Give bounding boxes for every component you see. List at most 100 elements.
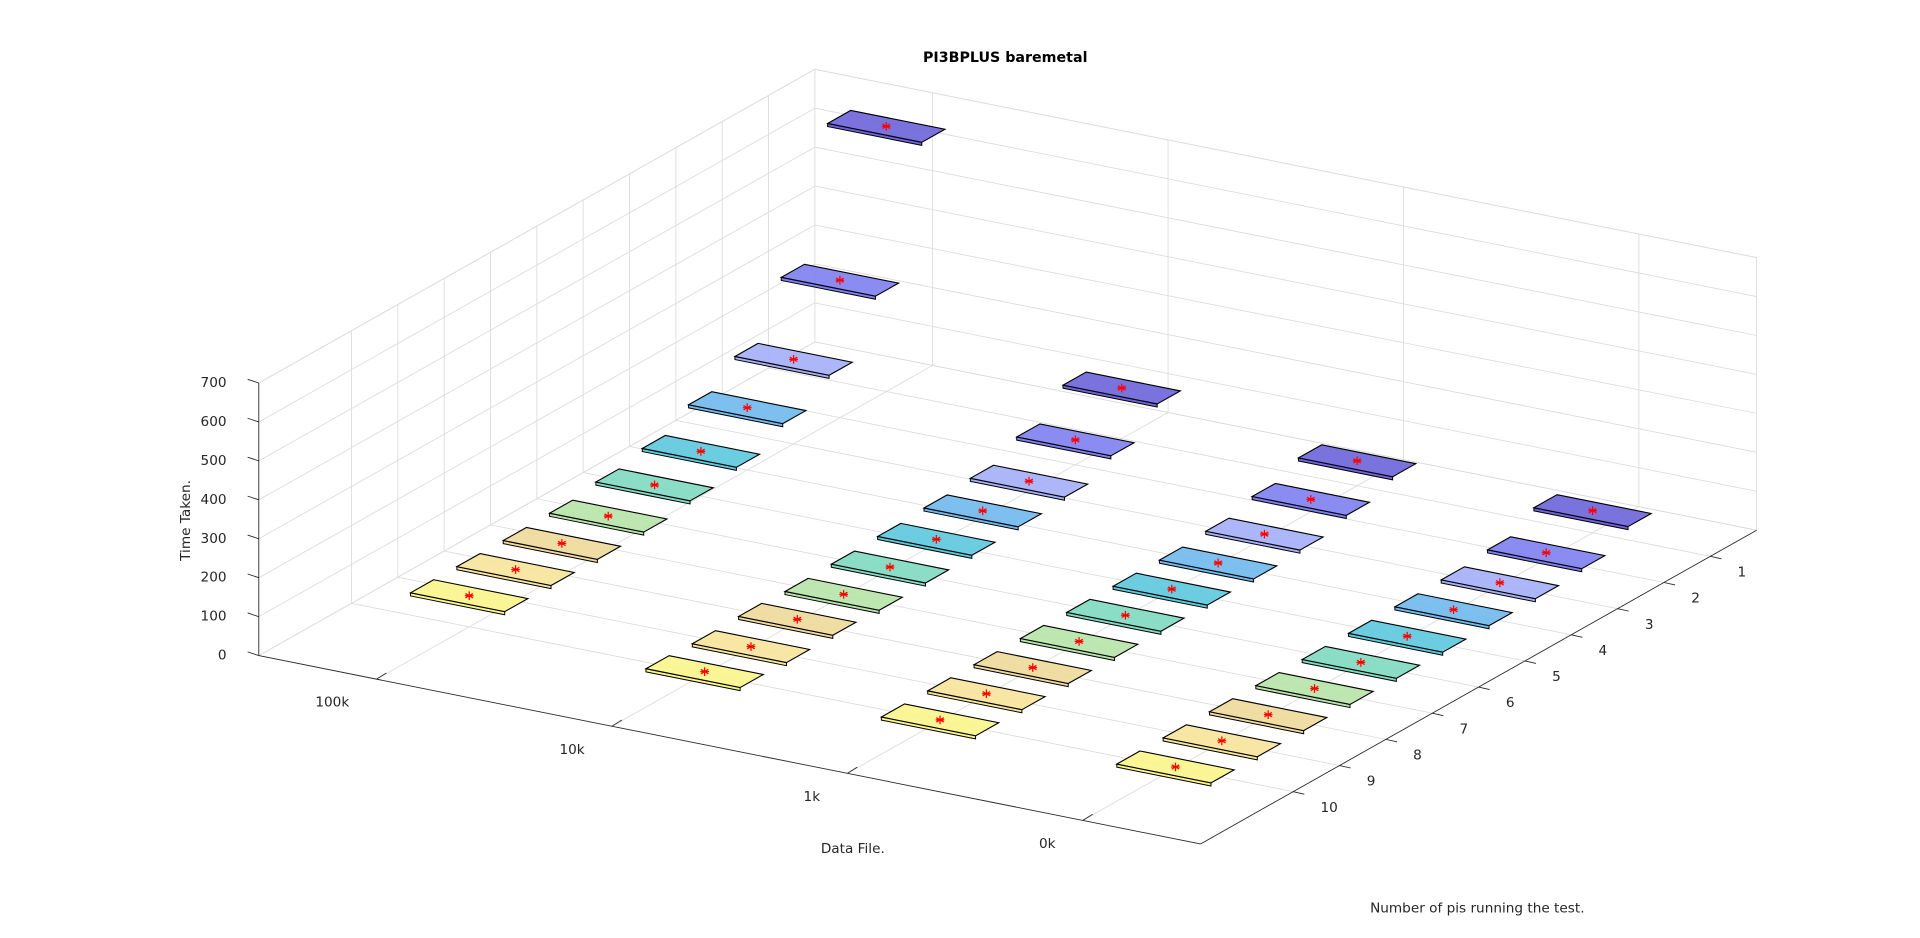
x-tick <box>611 719 623 727</box>
y-tick-label: 9 <box>1367 774 1376 790</box>
value-marker <box>978 506 988 516</box>
y-tick-label: 1 <box>1738 564 1747 580</box>
y-tick-label: 7 <box>1459 721 1468 737</box>
chart-title: PI3BPLUS baremetal <box>923 50 1087 66</box>
z-tick <box>247 573 259 579</box>
z-tick-label: 100 <box>201 609 227 625</box>
axes-layer: 0 100 200 300 400 500 600 700 1 2 3 4 5 6 7 8 9 10 100k 10k… <box>201 375 1757 852</box>
x-tick <box>847 766 858 774</box>
value-marker <box>1071 435 1080 445</box>
z-tick-label: 600 <box>201 414 227 430</box>
value-marker <box>931 534 941 544</box>
value-marker <box>1356 658 1366 667</box>
grid-line <box>814 263 1757 453</box>
y-tick <box>1339 765 1351 769</box>
value-marker <box>835 275 845 285</box>
bars-layer <box>408 109 1653 787</box>
y-tick-label: 5 <box>1552 669 1561 685</box>
y-axis-title: Number of pis running the test. <box>1370 900 1584 916</box>
value-marker <box>1310 684 1319 693</box>
value-marker <box>1260 529 1269 539</box>
x-tick <box>1082 813 1093 821</box>
value-marker <box>1352 456 1362 466</box>
grid-line <box>814 341 1757 531</box>
z-tick-label: 700 <box>201 375 227 391</box>
value-marker <box>1306 495 1316 504</box>
value-marker <box>1121 610 1130 620</box>
value-marker <box>1588 506 1597 515</box>
y-tick-label: 3 <box>1645 617 1654 633</box>
x-axis-title: Data File. <box>821 841 885 857</box>
value-marker <box>650 480 659 490</box>
z-tick-label: 400 <box>201 492 227 508</box>
z-tick-label: 500 <box>201 453 227 469</box>
z-tick-label: 0 <box>218 648 227 664</box>
value-marker <box>1495 578 1505 588</box>
y-tick <box>1663 582 1676 586</box>
value-marker <box>1024 476 1034 486</box>
grid-line <box>768 367 1711 557</box>
value-marker <box>1171 762 1180 772</box>
value-marker <box>1028 663 1038 672</box>
y-tick <box>1617 608 1629 612</box>
value-marker <box>1263 710 1273 719</box>
value-marker <box>603 511 613 521</box>
z-tick <box>247 456 259 462</box>
x-tick-label: 10k <box>559 742 584 758</box>
z-tick-label: 200 <box>201 570 227 586</box>
value-marker <box>881 122 891 131</box>
value-marker <box>1213 558 1223 568</box>
value-marker <box>1074 637 1084 646</box>
z-tick <box>247 417 259 423</box>
y-tick <box>1524 660 1537 664</box>
y-tick <box>1478 686 1490 690</box>
value-marker <box>1402 631 1412 641</box>
value-marker <box>1167 584 1177 594</box>
z-tick <box>247 612 259 618</box>
value-marker <box>746 642 756 651</box>
y-tick-label: 2 <box>1691 591 1700 607</box>
value-marker <box>464 591 474 601</box>
value-marker <box>700 667 709 676</box>
value-marker <box>839 590 848 599</box>
z-tick <box>247 651 259 657</box>
value-marker <box>557 539 567 548</box>
value-marker <box>935 715 945 725</box>
y-tick-label: 8 <box>1413 747 1422 763</box>
z-axis-title: Time Taken. <box>178 480 194 562</box>
value-marker <box>792 614 802 624</box>
grid-line <box>814 146 1757 336</box>
y-axis <box>1200 529 1757 845</box>
value-marker <box>742 403 752 413</box>
x-tick-label: 0k <box>1039 836 1056 852</box>
y-tick <box>1293 791 1305 795</box>
y-tick <box>1710 555 1722 560</box>
value-marker <box>1217 736 1227 746</box>
value-marker <box>1449 605 1458 615</box>
z-tick <box>247 378 259 384</box>
z-tick <box>247 534 259 540</box>
x-tick-label: 1k <box>804 789 821 805</box>
y-tick <box>1385 738 1398 743</box>
value-marker <box>1541 548 1551 558</box>
y-tick <box>1571 634 1583 638</box>
y-tick-label: 6 <box>1506 695 1515 711</box>
value-marker <box>696 447 706 456</box>
y-tick-label: 10 <box>1320 800 1337 816</box>
x-tick-label: 100k <box>315 695 349 711</box>
value-marker <box>1117 383 1127 393</box>
grid-line <box>814 185 1757 375</box>
value-marker <box>511 565 520 574</box>
grid-line <box>814 302 1757 492</box>
y-tick-label: 4 <box>1599 643 1608 659</box>
z-tick-label: 300 <box>201 531 227 547</box>
x-axis <box>258 655 1201 845</box>
grid-line <box>814 107 1757 297</box>
y-tick <box>1432 712 1444 717</box>
value-marker <box>789 355 798 364</box>
x-tick <box>376 672 387 680</box>
z-tick <box>247 495 259 501</box>
value-marker <box>885 562 895 572</box>
